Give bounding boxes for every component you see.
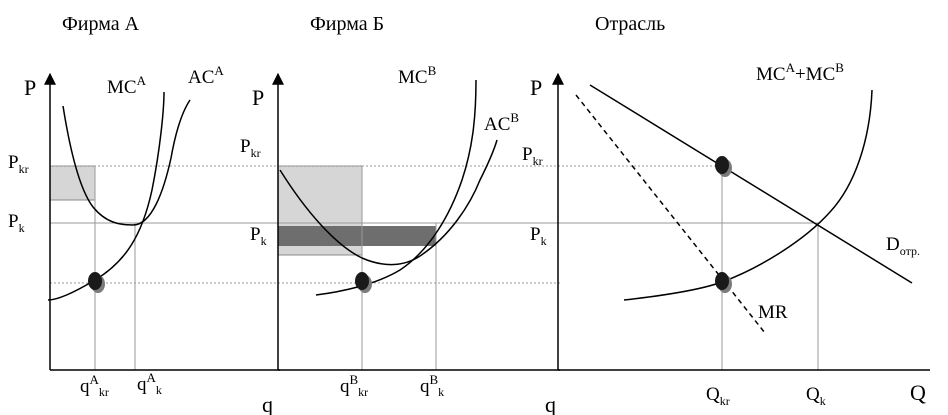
ac-curve-firm-a (62, 99, 191, 226)
loss-area-firm-b (278, 226, 436, 246)
qkr-label-firm-a: qAkr (80, 372, 109, 399)
monopoly-price-point-industry (715, 156, 729, 174)
qk-label-industry: Qk (806, 384, 826, 408)
mc-sum-label-industry: MCA+MCB (756, 60, 844, 85)
ac-curve-firm-b (279, 139, 498, 266)
pkr-label-firm-a: Pkr (8, 152, 29, 176)
pk-label-firm-a: Pk (8, 211, 25, 235)
ac-label-firm-a: ACA (188, 63, 224, 88)
qk-label-firm-b: qBk (420, 372, 444, 399)
panel-title-industry: Отрасль (595, 13, 665, 35)
y-axis-label-industry: P (530, 75, 542, 100)
mc-sum-curve-industry (623, 89, 873, 301)
y-axis-label-firm-b: P (252, 85, 264, 110)
panel-title-firm-a: Фирма А (62, 13, 140, 35)
panel-firm-a: Фирма А P q Pkr Pk MCA ACA qAkr qAk (8, 13, 280, 415)
y-axis-label-firm-a: P (24, 75, 36, 100)
profit-area-firm-a (49, 165, 96, 201)
panel-industry: Отрасль P Q Pkr Pk MCA+MCB Dотр. MR Qkr … (522, 13, 930, 408)
pkr-label-firm-b: Pkr (240, 136, 261, 160)
equilibrium-point-firm-a (88, 272, 102, 290)
mr-mc-point-industry (715, 272, 729, 290)
demand-label-industry: Dотр. (886, 234, 920, 258)
qk-label-firm-a: qAk (137, 370, 162, 397)
pk-label-firm-b: Pk (250, 224, 267, 248)
equilibrium-point-firm-b (355, 272, 369, 290)
mr-curve-industry (575, 94, 766, 334)
pkr-label-industry: Pkr (522, 144, 543, 168)
x-axis-label-firm-b: q (545, 392, 556, 415)
qkr-label-industry: Qkr (706, 384, 730, 408)
qkr-label-firm-b: qBkr (340, 372, 368, 399)
mc-label-firm-a: MCA (107, 73, 147, 98)
demand-curve-industry (589, 84, 913, 284)
mc-curve-firm-a (47, 91, 165, 301)
x-axis-label-firm-a: q (262, 392, 273, 415)
panel-title-firm-b: Фирма Б (310, 13, 384, 35)
x-axis-label-industry: Q (910, 380, 926, 405)
ac-label-firm-b: ACB (484, 110, 519, 135)
mr-label-industry: MR (758, 302, 788, 323)
mc-label-firm-b: MCB (398, 63, 437, 88)
panel-firm-b: Фирма Б P q Pkr Pk MCB ACB qBkr qBk (240, 13, 560, 415)
pk-label-industry: Pk (530, 224, 547, 248)
